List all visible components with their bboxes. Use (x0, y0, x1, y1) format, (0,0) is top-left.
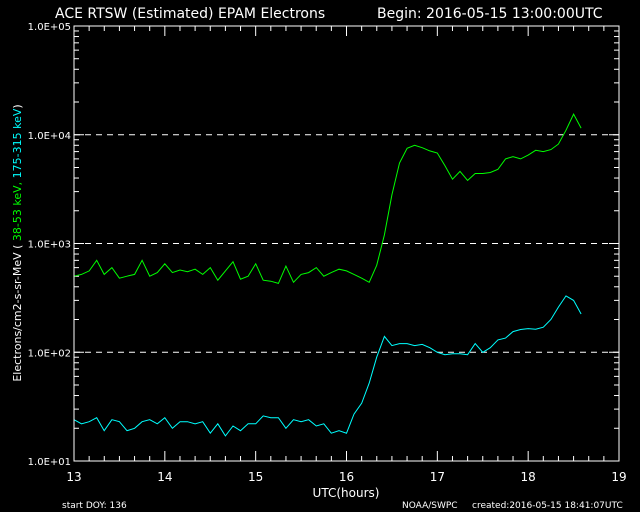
chart-title: ACE RTSW (Estimated) EPAM Electrons (55, 6, 325, 22)
y-axis-label-suffix: ) (11, 104, 24, 108)
reference-lines (74, 134, 619, 353)
x-axis-ticks: 13 14 15 16 17 18 19 (66, 26, 627, 484)
y-axis-label-cyan: 175-315 keV (11, 108, 24, 182)
y-tick-label: 1.0E+01 (28, 457, 71, 468)
x-tick-label: 17 (430, 470, 445, 484)
created-time: created:2016-05-15 18:41:07UTC (472, 501, 623, 511)
data-series (73, 112, 582, 437)
y-axis-label-green: 38-53 keV, (11, 182, 24, 245)
y-axis-label: Electrons/cm2-s-sr-MeV ( 38-53 keV, 175-… (11, 104, 24, 381)
x-tick-label: 18 (521, 470, 536, 484)
credit: NOAA/SWPC (402, 501, 458, 511)
plot-frame (73, 25, 620, 462)
y-axis-label-prefix: Electrons/cm2-s-sr-MeV ( (11, 245, 24, 382)
series-line-green (73, 112, 582, 285)
x-tick-label: 19 (611, 470, 626, 484)
x-tick-label: 15 (248, 470, 263, 484)
y-tick-label: 1.0E+02 (28, 348, 71, 359)
x-tick-label: 14 (157, 470, 172, 484)
x-axis-label: UTC(hours) (313, 486, 380, 500)
start-doy: start DOY: 136 (62, 501, 127, 511)
x-tick-label: 13 (66, 470, 81, 484)
series-line-cyan (73, 295, 582, 437)
y-tick-label: 1.0E+05 (28, 22, 71, 33)
y-tick-label: 1.0E+03 (28, 240, 71, 251)
x-tick-label: 16 (339, 470, 354, 484)
y-axis-ticks: 1.0E+01 1.0E+02 1.0E+03 1.0E+04 1.0E+05 (28, 22, 619, 468)
begin-time: Begin: 2016-05-15 13:00:00UTC (377, 6, 603, 22)
y-tick-label: 1.0E+04 (28, 131, 71, 142)
